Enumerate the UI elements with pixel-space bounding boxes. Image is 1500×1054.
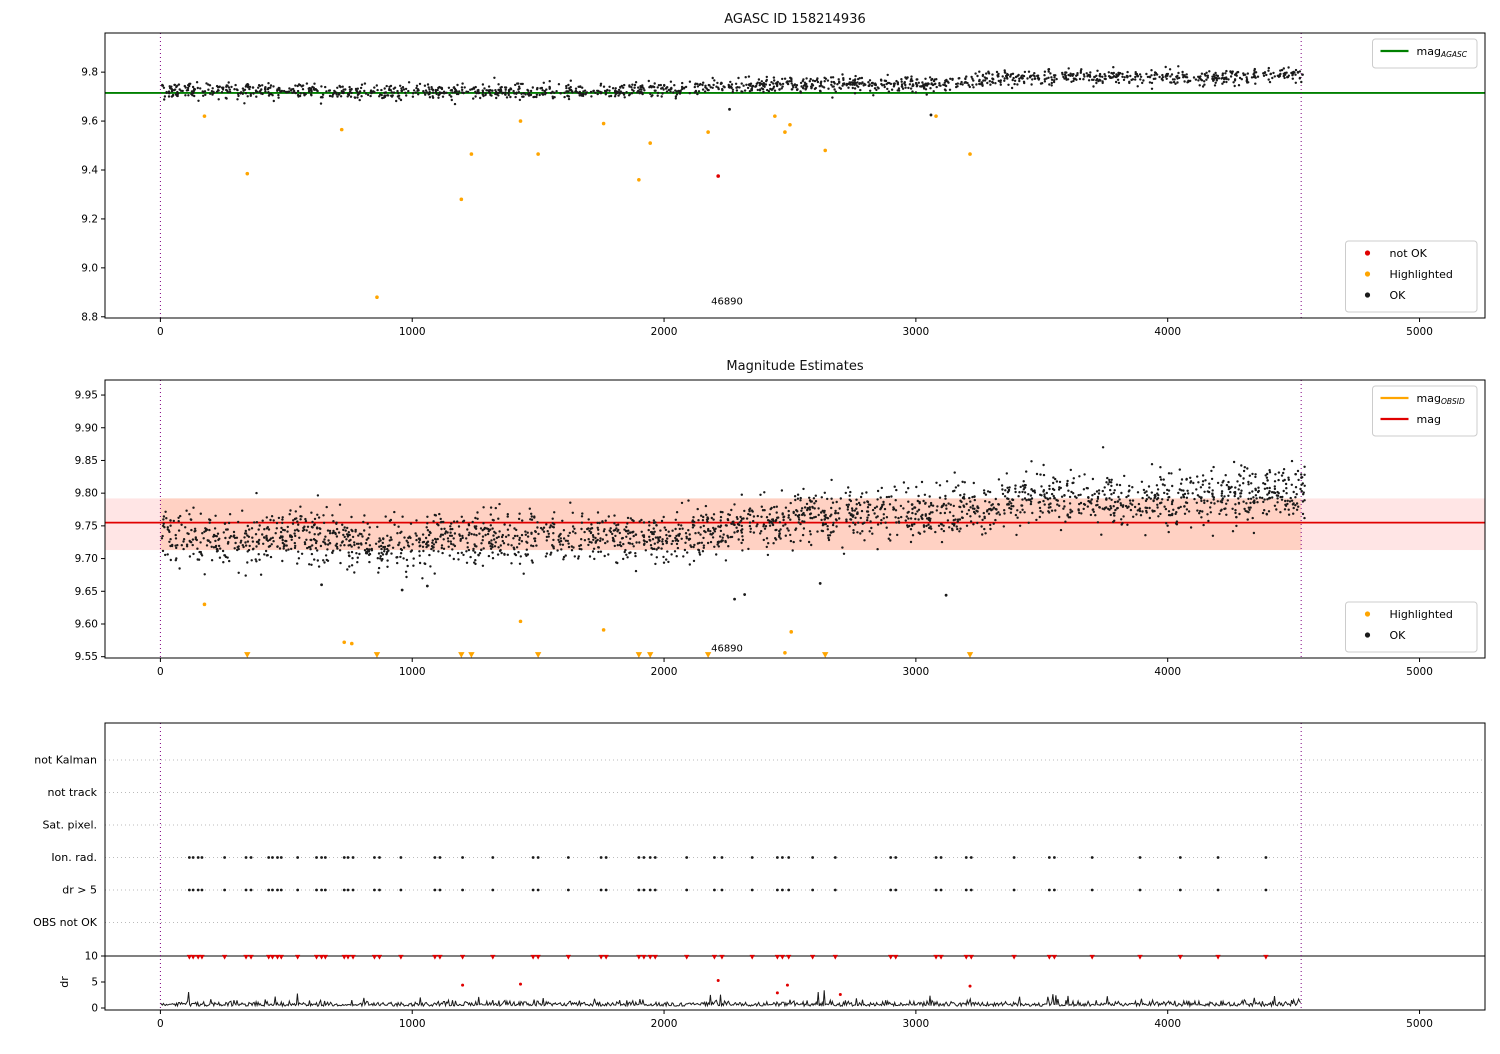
legend: magAGASC [1372,38,1478,69]
svg-text:5000: 5000 [1406,1018,1433,1030]
svg-text:4000: 4000 [1154,1018,1181,1030]
svg-text:9.85: 9.85 [75,455,98,467]
svg-text:3000: 3000 [903,326,930,338]
svg-text:9.90: 9.90 [75,422,98,434]
dr-trace [160,990,1302,1009]
magnitude-estimates-plot-highlighted-points [202,602,794,655]
svg-text:0: 0 [157,666,164,678]
plot1-title: AGASC ID 158214936 [724,12,866,27]
agasc-mag-plot-content: 46890 [105,33,1485,318]
svg-text:5000: 5000 [1406,326,1433,338]
svg-text:2000: 2000 [651,326,678,338]
svg-text:not OK: not OK [1390,247,1428,260]
plot2-title: Magnitude Estimates [726,359,864,374]
svg-text:9.55: 9.55 [75,651,98,663]
magnitude-estimates-plot-outlier-points [320,582,948,601]
svg-text:9.60: 9.60 [75,618,98,630]
flag-row-label: Ion. rad. [51,851,97,864]
svg-text:5: 5 [91,977,98,989]
svg-text:1000: 1000 [399,326,426,338]
legend: Highlighted OK [1345,601,1478,653]
svg-text:9.70: 9.70 [75,553,98,565]
svg-text:Highlighted: Highlighted [1390,608,1453,621]
svg-text:1000: 1000 [399,1018,426,1030]
agasc-mag-plot: 46890 0 1000 2000 3000 4000 5000 8.8 9.0 9.2 9.4 9.… [81,32,1486,338]
svg-text:9.75: 9.75 [75,520,98,532]
svg-text:9.4: 9.4 [81,164,98,176]
svg-text:4000: 4000 [1154,326,1181,338]
svg-text:9.8: 9.8 [81,67,98,79]
flag-row-label: OBS not OK [33,916,98,929]
legend: not OK Highlighted OK [1345,240,1478,313]
dr-red-triangles [186,954,1269,960]
svg-text:3000: 3000 [903,666,930,678]
svg-text:magOBSID: magOBSID [1417,392,1465,406]
flag-row-label: Sat. pixel. [42,819,97,832]
flag-row-label: not Kalman [34,754,97,767]
svg-text:5000: 5000 [1406,666,1433,678]
magnitude-estimates-plot-content: 46890 [105,380,1485,658]
svg-text:10: 10 [85,951,98,963]
svg-text:0: 0 [157,1018,164,1030]
svg-text:mag: mag [1417,413,1441,426]
obsid-annotation: 46890 [711,643,743,654]
svg-text:2000: 2000 [651,666,678,678]
svg-text:0: 0 [91,1003,98,1015]
agasc-mag-plot-outlier-points [728,107,933,117]
magnitude-estimates-plot-clipped-low-markers [244,652,974,658]
svg-text:magAGASC: magAGASC [1417,45,1468,59]
svg-text:3000: 3000 [903,1018,930,1030]
svg-text:9.65: 9.65 [75,586,98,598]
svg-text:9.80: 9.80 [75,488,98,500]
obsid-annotation: 46890 [711,297,743,308]
svg-text:OK: OK [1390,289,1407,302]
agasc-mag-plot-not-ok-points [716,174,720,178]
legend: magOBSID mag [1372,385,1478,437]
magnitude-estimates-plot-ok-points [160,446,1306,580]
svg-text:Highlighted: Highlighted [1390,268,1453,281]
flags-and-dr-plot: not Kalman not track Sat. pixel. Ion. rad. d… [33,722,1486,1030]
agasc-mag-plot-ok-points [161,65,1304,106]
svg-text:4000: 4000 [1154,666,1181,678]
flag-points-4 [187,856,1268,859]
svg-text:9.6: 9.6 [81,116,98,128]
dr-red-points [461,978,972,996]
dr-axis-label: dr [58,976,71,988]
svg-text:8.8: 8.8 [81,311,98,323]
svg-text:9.2: 9.2 [81,213,98,225]
svg-text:2000: 2000 [651,1018,678,1030]
flag-points-5 [187,888,1268,892]
svg-text:9.0: 9.0 [81,262,98,274]
svg-text:OK: OK [1390,629,1407,642]
flag-row-label: not track [47,786,97,799]
svg-text:1000: 1000 [399,666,426,678]
svg-text:0: 0 [157,326,164,338]
agasc-mag-plot-highlighted-points [202,114,972,300]
svg-text:9.95: 9.95 [75,390,98,402]
flag-row-label: dr > 5 [62,884,97,897]
magnitude-estimates-plot: 46890 0 1000 2000 3000 4000 5000 9.55 9.60 9.65 9.… [75,379,1486,678]
